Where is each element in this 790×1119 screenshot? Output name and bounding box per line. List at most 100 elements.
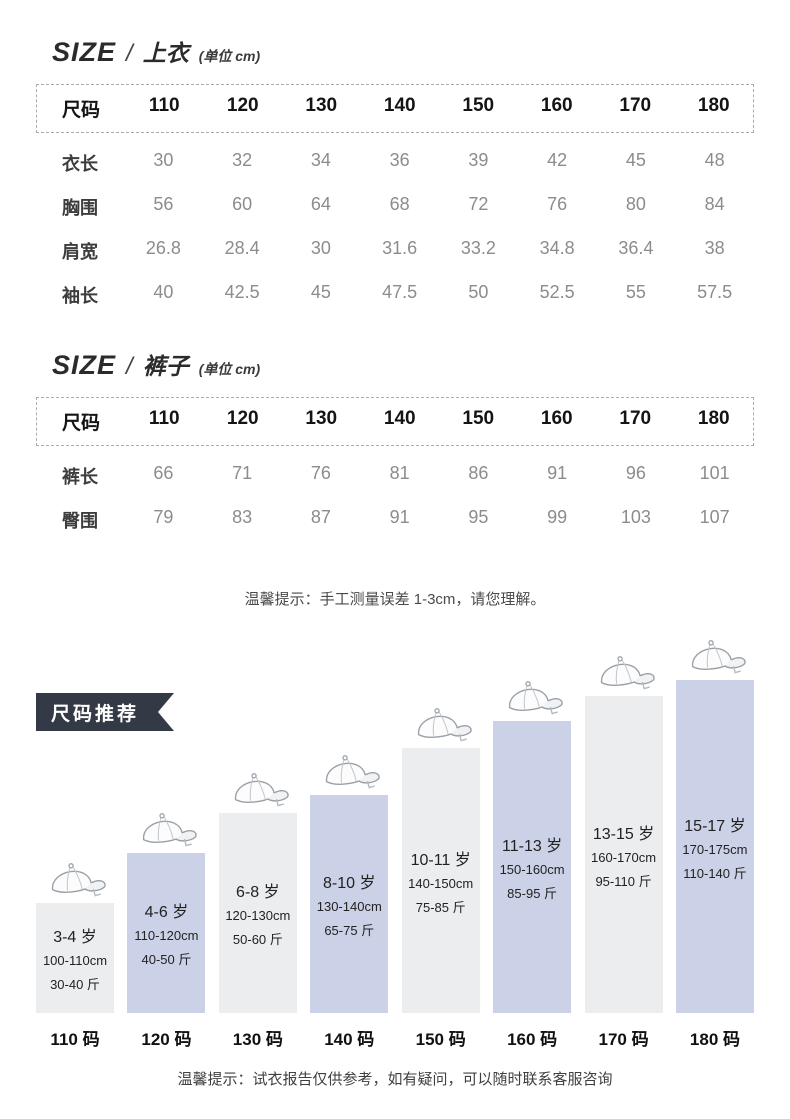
size-label: 130 码	[232, 1030, 283, 1049]
height-range: 130-140cm	[316, 899, 382, 914]
table-cell: 91	[547, 463, 568, 483]
table-row: 裤长 66 71 76 81 86 91 96 101	[36, 454, 754, 498]
height-range: 110-120cm	[134, 928, 199, 943]
table-cell: 84	[704, 194, 725, 214]
table-cell: 52.5	[539, 282, 575, 302]
tops-table-header: 尺码 110 120 130 140 150 160 170 180	[36, 84, 754, 133]
table-cell: 34.8	[539, 238, 575, 258]
table-cell: 36.4	[618, 238, 654, 258]
table-cell: 26.8	[145, 238, 181, 258]
table-cell: 76	[310, 463, 331, 483]
size-bar-column-120: 4-6 岁 110-120cm 40-50 斤	[127, 802, 206, 1013]
height-range: 100-110cm	[42, 953, 108, 968]
table-row: 臀围 79 83 87 91 95 99 103 107	[36, 498, 754, 542]
header-cell: 170	[619, 408, 652, 429]
size-bar: 6-8 岁 120-130cm 50-60 斤	[218, 813, 297, 1013]
age-range: 6-8 岁	[236, 884, 280, 901]
table-cell: 36	[389, 150, 410, 170]
size-bar-column-110: 3-4 岁 100-110cm 30-40 斤	[36, 855, 114, 1013]
size-title-cn: 裤子	[142, 353, 189, 379]
size-label: 160 码	[507, 1030, 558, 1049]
recommendation-banner: 尺码推荐	[36, 693, 174, 731]
title-slash: /	[126, 353, 133, 380]
size-bar-column-180: 15-17 岁 170-175cm 110-140 斤	[675, 629, 754, 1013]
age-range: 11-13 岁	[502, 838, 563, 855]
size-title-en: SIZE	[52, 37, 117, 67]
height-range: 160-170cm	[591, 849, 657, 865]
table-cell: 103	[620, 507, 651, 527]
size-bar: 3-4 岁 100-110cm 30-40 斤	[36, 903, 114, 1013]
age-range: 13-15 岁	[592, 825, 655, 843]
table-cell: 45	[310, 282, 331, 302]
size-label: 120 码	[141, 1030, 192, 1049]
table-cell: 64	[310, 194, 331, 214]
table-row: 袖长 40 42.5 45 47.5 50 52.5 55 57.5	[36, 273, 754, 317]
title-slash: /	[126, 40, 133, 67]
table-cell: 48	[704, 150, 725, 170]
header-cell: 180	[697, 408, 730, 429]
size-bar: 8-10 岁 130-140cm 65-75 斤	[310, 795, 389, 1013]
table-cell: 30	[153, 150, 174, 170]
age-range: 15-17 岁	[684, 817, 746, 835]
table-cell: 96	[625, 463, 646, 483]
baseball-cap-icon	[680, 629, 751, 683]
baseball-cap-icon	[314, 744, 385, 798]
table-cell: 86	[468, 463, 489, 483]
age-range: 3-4 岁	[53, 929, 97, 946]
header-cell: 130	[305, 408, 338, 429]
weight-range: 50-60 斤	[232, 932, 283, 947]
table-cell: 34	[310, 150, 331, 170]
pants-table-header: 尺码 110 120 130 140 150 160 170 180	[36, 397, 754, 446]
baseball-cap-icon	[131, 802, 202, 856]
row-label: 臀围	[62, 511, 98, 531]
header-cell: 130	[305, 95, 338, 116]
size-title-en: SIZE	[52, 350, 117, 380]
size-label: 170 码	[598, 1030, 649, 1049]
header-cell: 140	[383, 408, 416, 429]
size-label: 140 码	[324, 1030, 375, 1049]
table-cell: 101	[699, 463, 730, 483]
height-range: 150-160cm	[499, 862, 565, 877]
table-cell: 81	[389, 463, 410, 483]
size-title-unit: (单位 cm)	[198, 361, 261, 377]
size-bar-column-150: 10-11 岁 140-150cm 75-85 斤	[401, 700, 480, 1013]
size-title-cn: 上衣	[142, 40, 189, 66]
height-range: 170-175cm	[682, 841, 748, 857]
table-cell: 71	[232, 463, 253, 483]
table-cell: 55	[625, 282, 646, 302]
row-label: 胸围	[62, 198, 98, 218]
table-cell: 56	[153, 194, 174, 214]
size-label: 110 码	[50, 1030, 100, 1049]
height-range: 140-150cm	[408, 875, 474, 891]
age-range: 4-6 岁	[144, 904, 189, 921]
header-cell: 120	[226, 408, 259, 429]
baseball-cap-icon	[588, 645, 659, 699]
header-cell: 110	[148, 408, 180, 429]
table-row: 肩宽 26.8 28.4 30 31.6 33.2 34.8 36.4 38	[36, 229, 754, 273]
pants-section-title: SIZE / 裤子 (单位 cm)	[52, 347, 754, 381]
table-cell: 76	[547, 194, 568, 214]
table-cell: 80	[625, 194, 646, 214]
table-cell: 66	[153, 463, 174, 483]
header-cell: 160	[540, 95, 573, 116]
weight-range: 40-50 斤	[141, 952, 192, 967]
age-range: 10-11 岁	[410, 851, 471, 869]
table-cell: 33.2	[460, 238, 496, 258]
weight-range: 75-85 斤	[415, 899, 466, 915]
weight-range: 110-140 斤	[683, 865, 747, 881]
bar-group: 3-4 岁 100-110cm 30-40 斤 4-6 岁 110-120cm …	[36, 632, 754, 1013]
weight-range: 95-110 斤	[595, 873, 652, 889]
table-cell: 45	[625, 150, 646, 170]
size-bar-column-160: 11-13 岁 150-160cm 85-95 斤	[493, 673, 572, 1013]
table-cell: 42.5	[224, 282, 260, 302]
header-cell: 尺码	[61, 100, 100, 121]
table-row: 衣长 30 32 34 36 39 42 45 48	[36, 141, 754, 185]
table-cell: 87	[310, 507, 331, 527]
size-bar-column-130: 6-8 岁 120-130cm 50-60 斤	[218, 765, 297, 1013]
row-label: 肩宽	[62, 242, 98, 262]
table-cell: 68	[389, 194, 410, 214]
header-cell: 180	[697, 95, 730, 116]
table-cell: 60	[232, 194, 253, 214]
service-tip-text: 温馨提示：试衣报告仅供参考，如有疑问，可以随时联系客服咨询	[177, 1071, 613, 1088]
table-cell: 38	[704, 238, 725, 258]
